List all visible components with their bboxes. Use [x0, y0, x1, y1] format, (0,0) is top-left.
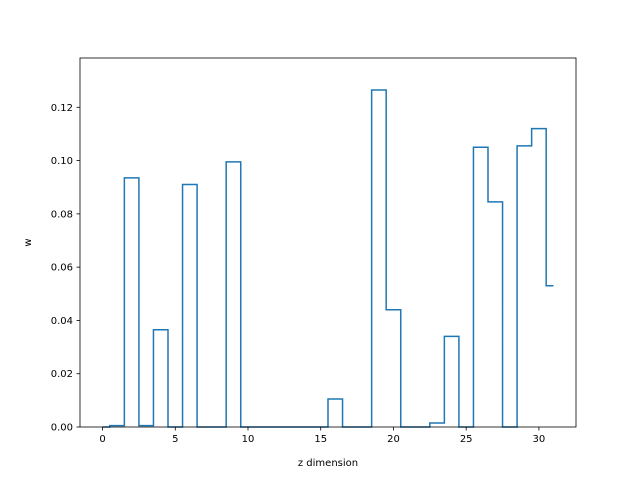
y-axis-ticks: 0.00 0.02 0.04 0.06 0.08 0.10 0.12 [51, 103, 80, 434]
y-tick-label: 0.06 [51, 263, 73, 274]
x-tick-label: 0 [99, 434, 105, 445]
axes-frame [79, 57, 577, 428]
x-axis-ticks: 0 5 10 15 20 25 30 [99, 427, 545, 445]
y-tick-label: 0.04 [51, 316, 73, 327]
x-tick-label: 10 [242, 434, 255, 445]
y-tick-label: 0.00 [51, 423, 73, 434]
x-tick-label: 30 [533, 434, 546, 445]
y-tick-label: 0.08 [51, 209, 73, 220]
series-step-line [102, 89, 554, 428]
y-tick-label: 0.12 [51, 103, 73, 114]
y-axis-label: w [23, 238, 34, 246]
x-tick-label: 25 [460, 434, 473, 445]
x-tick-label: 20 [387, 434, 400, 445]
y-tick-label: 0.02 [51, 369, 73, 380]
y-tick-label: 0.10 [51, 156, 73, 167]
plot-area [79, 57, 577, 428]
x-tick-label: 5 [172, 434, 178, 445]
x-axis-label: z dimension [298, 458, 358, 469]
x-tick-label: 15 [314, 434, 327, 445]
